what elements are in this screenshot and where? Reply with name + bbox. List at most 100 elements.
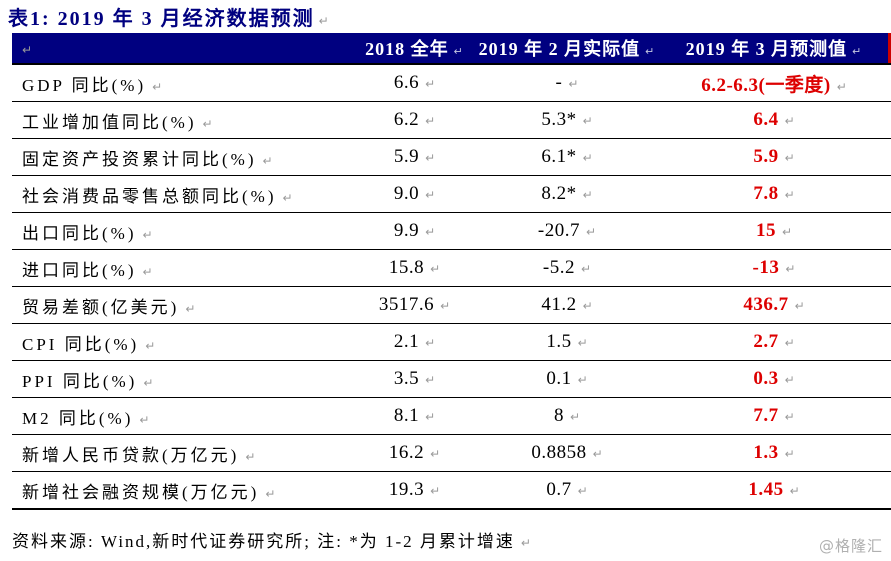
table-title-text: 表1: 2019 年 3 月经济数据预测 xyxy=(8,8,315,30)
cell-feb-2019-value: -20.7 ↵ xyxy=(477,212,657,250)
paragraph-mark-icon: ↵ xyxy=(145,338,156,353)
paragraph-mark-icon: ↵ xyxy=(453,46,464,58)
cell-text: 0.7 xyxy=(546,479,572,500)
header-cell-2018: 2018 全年 ↵ xyxy=(352,33,477,65)
paragraph-mark-icon: ↵ xyxy=(185,301,196,316)
cell-text: 3.5 xyxy=(393,368,420,389)
cell-feb-2019-value: - ↵ xyxy=(477,64,657,102)
cell-mar-2019-forecast: 436.7 ↵ xyxy=(657,286,891,324)
paragraph-mark-icon: ↵ xyxy=(425,336,436,350)
row-label-text: 新增人民币贷款(万亿元) xyxy=(22,445,240,465)
header-label: 2018 全年 xyxy=(365,39,449,59)
paragraph-mark-icon: ↵ xyxy=(425,151,436,165)
cell-text: 2.1 xyxy=(393,331,420,352)
paragraph-mark-icon: ↵ xyxy=(582,299,593,313)
cell-mar-2019-forecast: 2.7 ↵ xyxy=(657,323,891,361)
table-row: 贸易差额(亿美元) ↵ 3517.6 ↵ 41.2 ↵ 436.7 ↵ xyxy=(12,286,891,324)
table-title: 表1: 2019 年 3 月经济数据预测 ↵ xyxy=(8,2,329,31)
cell-2018-value: 19.3 ↵ xyxy=(352,471,477,510)
cell-mar-2019-forecast: 6.4 ↵ xyxy=(657,101,891,139)
row-label-cell: 贸易差额(亿美元) ↵ xyxy=(12,286,352,324)
paragraph-mark-icon: ↵ xyxy=(440,299,451,313)
paragraph-mark-icon: ↵ xyxy=(152,79,163,94)
cell-text: - xyxy=(555,72,563,93)
paragraph-mark-icon: ↵ xyxy=(265,486,276,501)
header-cell-feb-2019: 2019 年 2 月实际值 ↵ xyxy=(477,33,657,65)
cell-text: -13 xyxy=(752,257,780,278)
cell-feb-2019-value: 0.8858 ↵ xyxy=(477,434,657,472)
row-label-text: 固定资产投资累计同比(%) xyxy=(22,149,257,169)
cell-feb-2019-value: 8.2* ↵ xyxy=(477,175,657,213)
cell-text: 5.3* xyxy=(541,109,577,130)
cell-mar-2019-forecast: 7.8 ↵ xyxy=(657,175,891,213)
table-row: 进口同比(%) ↵ 15.8 ↵ -5.2 ↵ -13 ↵ xyxy=(12,249,891,287)
paragraph-mark-icon: ↵ xyxy=(785,262,796,276)
table-row: 固定资产投资累计同比(%) ↵ 5.9 ↵ 6.1* ↵ 5.9 ↵ xyxy=(12,138,891,176)
paragraph-mark-icon: ↵ xyxy=(425,114,436,128)
paragraph-mark-icon: ↵ xyxy=(262,153,273,168)
row-label-text: 出口同比(%) xyxy=(22,223,137,243)
paragraph-mark-icon: ↵ xyxy=(789,484,800,498)
header-cell-mar-2019: 2019 年 3 月预测值 ↵ xyxy=(657,33,891,65)
paragraph-mark-icon: ↵ xyxy=(430,447,441,461)
cell-text: -20.7 xyxy=(537,220,580,241)
row-label-cell: 固定资产投资累计同比(%) ↵ xyxy=(12,138,352,176)
paragraph-mark-icon: ↵ xyxy=(425,373,436,387)
cell-feb-2019-value: 6.1* ↵ xyxy=(477,138,657,176)
cell-text: 6.2 xyxy=(393,109,420,130)
cell-text: 1.5 xyxy=(546,331,572,352)
paragraph-mark-icon: ↵ xyxy=(784,373,795,387)
paragraph-mark-icon: ↵ xyxy=(586,225,597,239)
row-label-text: 贸易差额(亿美元) xyxy=(22,297,180,317)
paragraph-mark-icon: ↵ xyxy=(425,410,436,424)
paragraph-mark-icon: ↵ xyxy=(520,536,531,550)
cell-mar-2019-forecast: 7.7 ↵ xyxy=(657,397,891,435)
header-label: 2019 年 2 月实际值 xyxy=(478,39,641,59)
paragraph-mark-icon: ↵ xyxy=(282,190,293,205)
cell-text: 16.2 xyxy=(388,442,425,463)
table-row: GDP 同比(%) ↵ 6.6 ↵ - ↵ 6.2-6.3(一季度) ↵ xyxy=(12,64,891,102)
cell-mar-2019-forecast: 15 ↵ xyxy=(657,212,891,250)
paragraph-mark-icon: ↵ xyxy=(582,114,593,128)
cell-text: 7.8 xyxy=(753,183,779,204)
row-label-cell: 工业增加值同比(%) ↵ xyxy=(12,101,352,139)
cell-feb-2019-value: 0.7 ↵ xyxy=(477,471,657,510)
paragraph-mark-icon: ↵ xyxy=(202,116,213,131)
row-label-cell: M2 同比(%) ↵ xyxy=(12,397,352,435)
cell-2018-value: 9.9 ↵ xyxy=(352,212,477,250)
row-label-text: PPI 同比(%) xyxy=(22,371,138,391)
row-label-cell: GDP 同比(%) ↵ xyxy=(12,64,352,102)
cell-text: 6.6 xyxy=(393,72,420,93)
table-row: 社会消费品零售总额同比(%) ↵ 9.0 ↵ 8.2* ↵ 7.8 ↵ xyxy=(12,175,891,213)
row-label-text: CPI 同比(%) xyxy=(22,334,140,354)
watermark: @格隆汇 xyxy=(818,537,883,555)
source-note-text: 资料来源: Wind,新时代证券研究所; 注: *为 1-2 月累计增速 xyxy=(12,532,515,551)
economic-forecast-table: ↵ 2018 全年 ↵ 2019 年 2 月实际值 ↵ 2019 年 3 月预测值 ↵… xyxy=(12,33,891,510)
paragraph-mark-icon: ↵ xyxy=(784,410,795,424)
cell-mar-2019-forecast: 0.3 ↵ xyxy=(657,360,891,398)
row-label-cell: 新增人民币贷款(万亿元) ↵ xyxy=(12,434,352,472)
cell-text: 41.2 xyxy=(541,294,577,315)
cell-feb-2019-value: 1.5 ↵ xyxy=(477,323,657,361)
cell-text: 6.2-6.3(一季度) xyxy=(701,74,831,96)
paragraph-mark-icon: ↵ xyxy=(581,262,592,276)
row-label-cell: CPI 同比(%) ↵ xyxy=(12,323,352,361)
paragraph-mark-icon: ↵ xyxy=(577,336,588,350)
row-label-cell: 出口同比(%) ↵ xyxy=(12,212,352,250)
paragraph-mark-icon: ↵ xyxy=(143,375,154,390)
source-note: 资料来源: Wind,新时代证券研究所; 注: *为 1-2 月累计增速 ↵ xyxy=(12,527,531,552)
header-cell-empty: ↵ xyxy=(12,33,352,65)
cell-mar-2019-forecast: 1.3 ↵ xyxy=(657,434,891,472)
cell-text: 15 xyxy=(755,220,776,241)
cell-2018-value: 6.2 ↵ xyxy=(352,101,477,139)
paragraph-mark-icon: ↵ xyxy=(582,151,593,165)
paragraph-mark-icon: ↵ xyxy=(852,46,863,58)
cell-text: 5.9 xyxy=(393,146,420,167)
cell-2018-value: 8.1 ↵ xyxy=(352,397,477,435)
row-label-cell: 社会消费品零售总额同比(%) ↵ xyxy=(12,175,352,213)
paragraph-mark-icon: ↵ xyxy=(582,188,593,202)
cell-text: 6.1* xyxy=(541,146,577,167)
cell-2018-value: 15.8 ↵ xyxy=(352,249,477,287)
paragraph-mark-icon: ↵ xyxy=(425,188,436,202)
paragraph-mark-icon: ↵ xyxy=(142,227,153,242)
